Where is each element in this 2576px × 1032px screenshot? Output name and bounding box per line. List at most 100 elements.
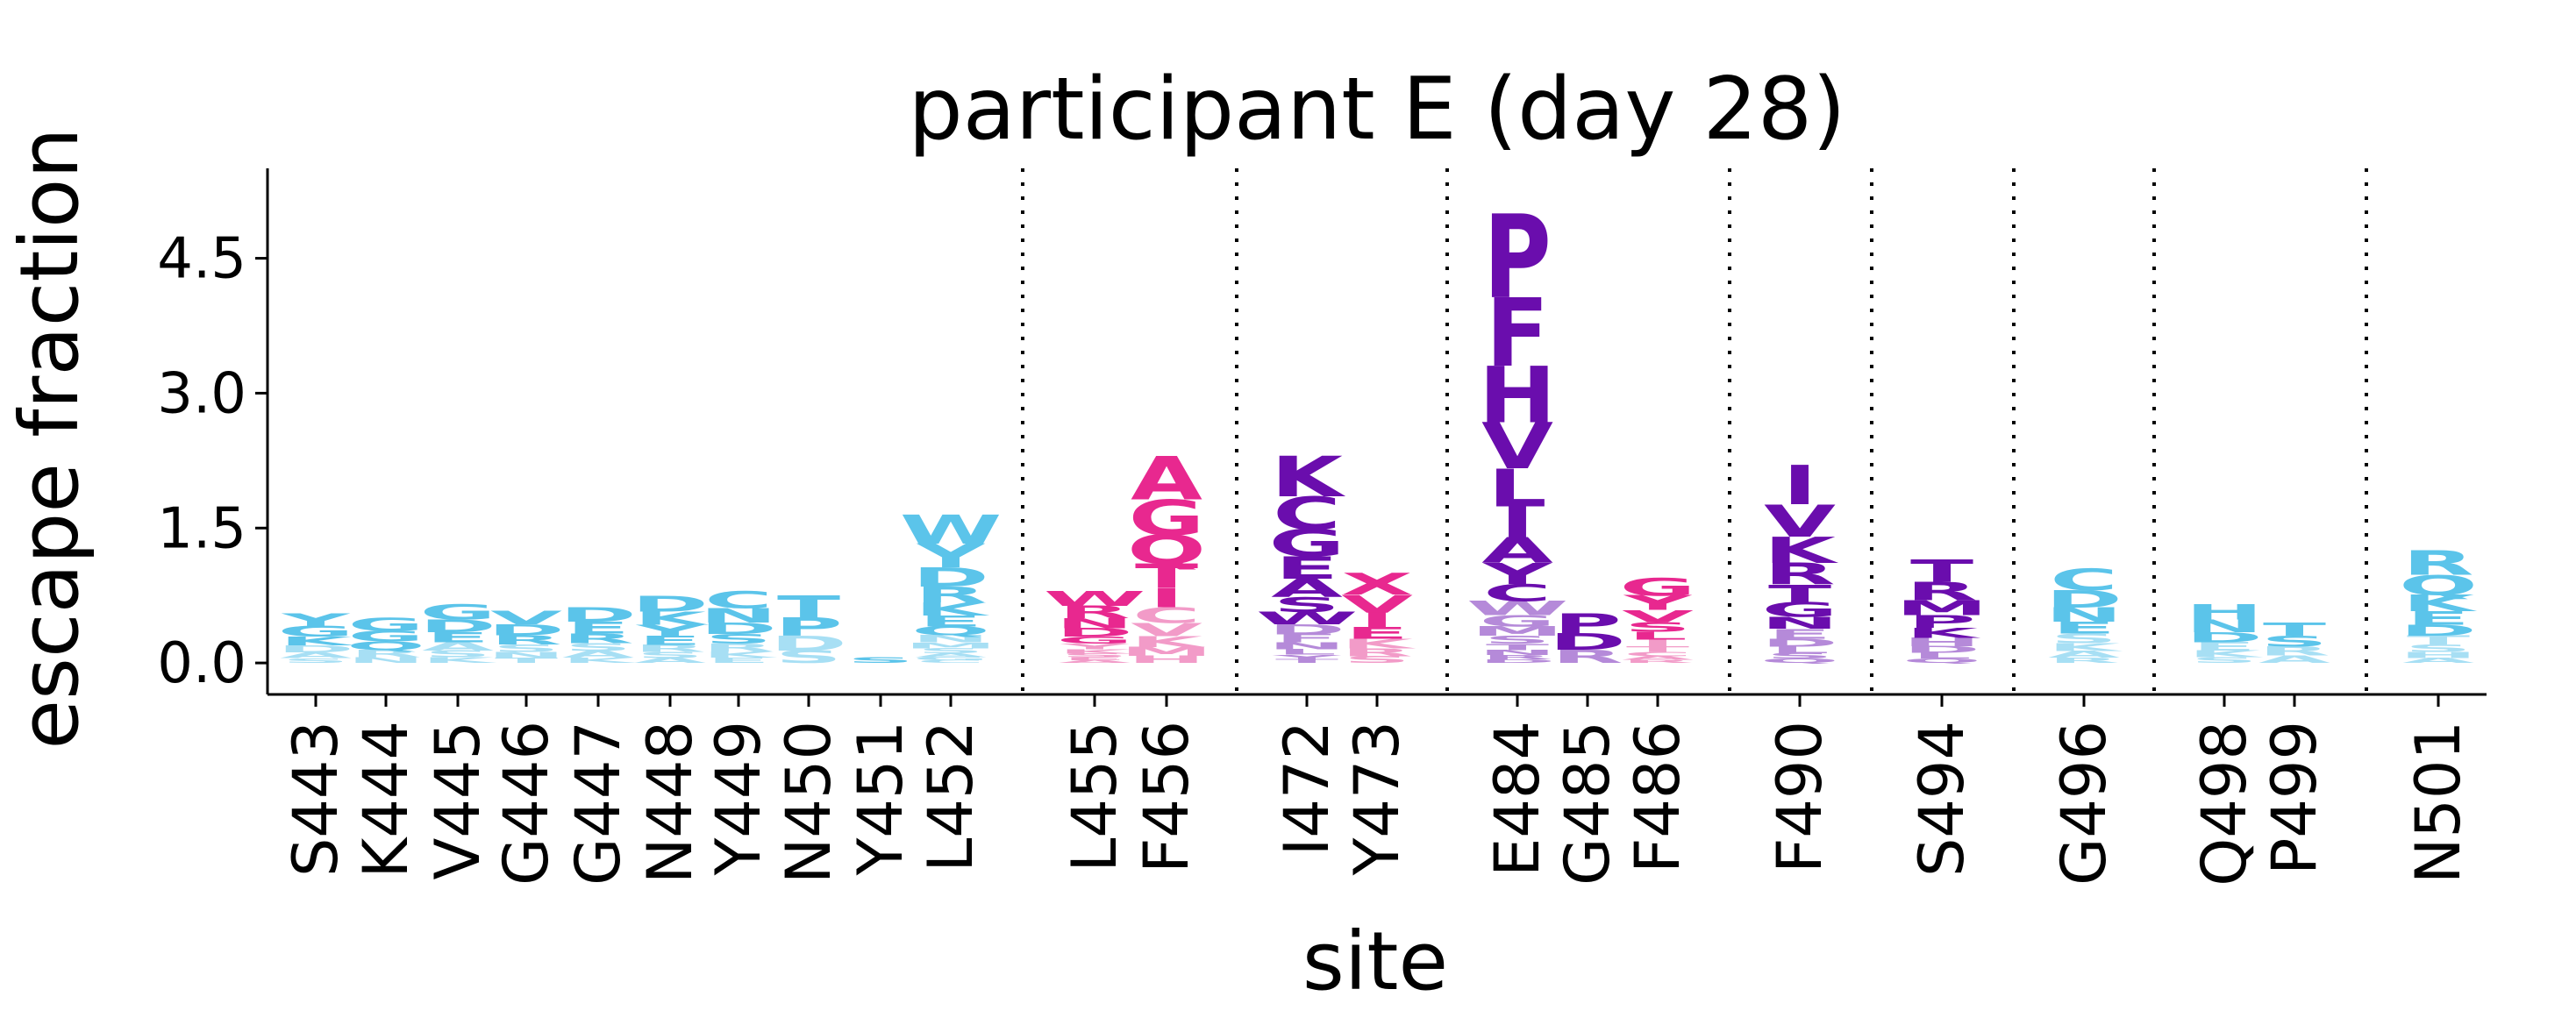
site-label-N450: N450 [773, 721, 845, 884]
logo-letter-F490-I: I [1782, 455, 1816, 517]
logo-letter-S494-Q: Q [1902, 657, 1981, 664]
logo-letter-Y449-D: D [700, 619, 777, 637]
logo-letter-S443-K: K [280, 635, 355, 649]
logo-letter-G447-D: D [560, 603, 637, 626]
logo-letter-E484-R: R [1481, 654, 1552, 661]
logo-letter-V445-S: S [425, 649, 491, 660]
logo-letter-F490-E: E [1768, 626, 1831, 642]
logo-letter-G485-D: D [1549, 630, 1626, 655]
logo-letter-Y449-S: S [705, 631, 772, 646]
logo-stacks: SADKGYNRQGGKSAEDGTNSRDVKASREDASREYKDEKRS… [277, 192, 2478, 667]
site-label-Y473: Y473 [1341, 721, 1413, 876]
logo-letter-Y449-E: E [707, 656, 770, 665]
logo-letter-E484-L: L [1488, 459, 1546, 519]
logo-letter-L452-C: C [917, 659, 985, 664]
logo-letter-Y473-X: X [1341, 567, 1412, 602]
logo-letter-G496-C: C [2050, 563, 2118, 597]
y-ticks: 0.0 1.5 3.0 4.5 [157, 227, 268, 696]
site-label-Y451: Y451 [845, 721, 917, 876]
logo-letter-N501-T: T [2407, 633, 2471, 647]
logo-letter-F486-V: V [1622, 607, 1694, 626]
logo-letter-G446-R: R [490, 633, 561, 648]
logo-letter-V445-E: E [426, 630, 489, 645]
logo-letter-E484-G: G [1480, 612, 1556, 630]
logo-letter-N501-R: R [2402, 544, 2473, 582]
logo-letter-L455-G: G [1057, 635, 1133, 645]
logo-letter-Y473-R: R [1341, 646, 1412, 659]
logo-letter-I472-N: N [1268, 641, 1345, 651]
logo-letter-L452-W: W [900, 508, 1003, 553]
logo-letter-G446-N: N [488, 651, 565, 660]
site-label-V445: V445 [422, 721, 494, 880]
logo-letter-F490-L: L [1770, 644, 1829, 655]
logo-letter-L452-M: M [904, 641, 996, 651]
logo-letter-I472-G: G [1269, 522, 1345, 565]
logo-letter-G447-E: E [567, 618, 630, 637]
logo-letter-Q498-N: N [2186, 616, 2263, 637]
logo-letter-Q498-S: S [2191, 656, 2258, 665]
logo-letter-F456-T: T [1135, 557, 1198, 595]
site-label-Q498: Q498 [2188, 721, 2260, 886]
logo-letter-G446-S: S [493, 643, 560, 655]
logo-letter-L452-D: D [912, 562, 989, 593]
site-label-E484: E484 [1481, 721, 1553, 877]
logo-letter-N448-A: A [634, 657, 706, 665]
logo-letter-L455-K: K [1059, 648, 1134, 655]
logo-letter-V445-A: A [422, 640, 494, 653]
logo-letter-Y449-K: K [703, 650, 778, 660]
logo-letter-F486-R: R [1622, 659, 1693, 664]
logo-letter-E484-T: T [1486, 642, 1549, 652]
site-label-K444: K444 [350, 721, 422, 879]
logo-letter-G447-A: A [562, 650, 634, 660]
logo-letter-N448-E: E [639, 633, 702, 647]
logo-letter-F490-K: K [1764, 530, 1839, 572]
logo-letter-I472-Y: Y [1272, 653, 1341, 660]
logo-letter-V445-K: K [422, 656, 497, 665]
group-separators [1021, 168, 2368, 694]
logo-letter-F456-K: K [1131, 633, 1205, 651]
logo-letter-S443-G: G [278, 623, 354, 640]
logo-letter-N448-S: S [637, 651, 703, 660]
logo-letter-S494-H: H [1903, 636, 1980, 649]
logo-letter-I472-W: W [1256, 609, 1359, 628]
logo-letter-P499-S: S [2261, 633, 2328, 651]
logo-letter-F456-G: G [1129, 490, 1205, 546]
y-tick-label: 1.5 [157, 496, 246, 561]
logo-letter-E484-Y: Y [1482, 558, 1552, 591]
logo-letter-F490-V: V [1764, 495, 1836, 547]
logo-letter-I472-E: E [1275, 551, 1338, 587]
logo-letter-Q498-K: K [2188, 649, 2264, 660]
logo-letter-Q498-E: E [2193, 640, 2256, 653]
logo-letter-F486-G: G [1620, 573, 1696, 601]
logo-letter-N450-S: S [775, 647, 842, 666]
logo-letter-Q498-D: D [2186, 630, 2263, 645]
logo-letter-N501-D: D [2400, 622, 2477, 639]
logo-letter-P499-A: A [2258, 653, 2330, 665]
site-label-F490: F490 [1764, 721, 1836, 873]
logo-letter-N450-D: D [770, 632, 847, 656]
logo-letter-G496-E: E [2052, 619, 2116, 637]
logo-letter-N448-D: D [632, 592, 709, 617]
logo-letter-E484-I: I [1500, 499, 1534, 548]
logo-letter-G496-D: D [2045, 586, 2123, 614]
logo-letter-N448-R: R [634, 643, 705, 654]
logo-letter-S494-M: M [1895, 596, 1987, 620]
logo-letter-K444-G: G [348, 628, 425, 644]
logo-letter-S494-P: P [1908, 612, 1975, 632]
logo-letter-N501-K: K [2402, 591, 2477, 617]
site-label-F456: F456 [1131, 721, 1202, 873]
logo-letter-L452-S: S [917, 647, 984, 655]
logo-letter-Y473-S: S [1344, 655, 1410, 665]
logo-letter-F490-G: G [1762, 599, 1838, 622]
x-axis-label: site [1302, 915, 1448, 1008]
logo-letter-F456-V: V [1131, 619, 1202, 640]
logo-letter-G446-T: T [495, 657, 558, 665]
site-label-G447: G447 [562, 721, 634, 886]
logo-letter-F486-C: C [1623, 651, 1692, 658]
logo-letter-I472-T: T [1275, 658, 1338, 665]
logo-letter-I472-A: A [1271, 574, 1343, 603]
site-label-L455: L455 [1059, 721, 1131, 872]
logo-letter-F456-A: A [1131, 445, 1202, 513]
site-label-I472: I472 [1271, 721, 1343, 856]
logo-letter-F490-S: S [1766, 651, 1833, 660]
